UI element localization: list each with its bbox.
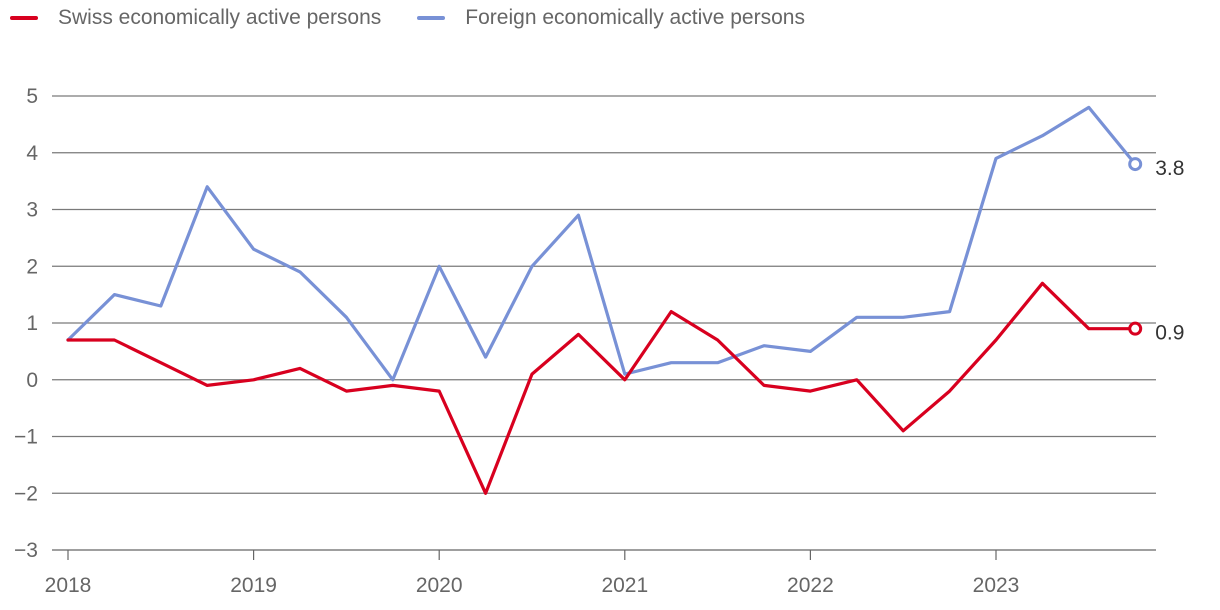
legend-swatch-foreign [417,16,446,20]
y-tick-label: −3 [14,539,38,562]
x-tick-label: 2023 [973,574,1020,597]
x-axis: 2018 2019 2020 2021 2022 2023 [45,550,1020,597]
x-tick-label: 2019 [230,574,277,597]
series-line-foreign [66,105,1137,382]
legend-label-swiss: Swiss economically active persons [58,6,382,29]
end-marker-swiss [1128,321,1143,336]
x-tick-label: 2020 [416,574,463,597]
y-tick-label: −2 [14,482,38,505]
grid-lines [52,95,1156,551]
y-tick-label: 5 [26,85,38,108]
series-line-swiss [66,281,1137,495]
y-axis-tick-labels: −3 −2 −1 0 1 2 3 4 5 [14,85,38,562]
chart-legend: Swiss economically active persons Foreig… [10,4,841,32]
end-label-swiss: 0.9 [1155,322,1184,345]
y-tick-label: 0 [26,369,38,392]
legend-label-foreign: Foreign economically active persons [465,6,805,29]
series-lines [66,105,1143,495]
x-tick-label: 2018 [45,574,92,597]
legend-item-swiss: Swiss economically active persons [10,6,381,30]
x-tick-label: 2021 [601,574,648,597]
y-tick-label: −1 [14,426,38,449]
x-tick-label: 2022 [787,574,834,597]
y-tick-label: 4 [26,142,38,165]
end-marker-foreign [1128,157,1143,172]
end-label-foreign: 3.8 [1155,157,1184,180]
y-tick-label: 3 [26,199,38,222]
end-labels: 3.8 0.9 [1155,157,1184,345]
legend-swatch-swiss [10,16,38,20]
y-tick-label: 2 [26,255,38,278]
y-tick-label: 1 [26,312,38,335]
legend-item-foreign: Foreign economically active persons [417,6,805,30]
